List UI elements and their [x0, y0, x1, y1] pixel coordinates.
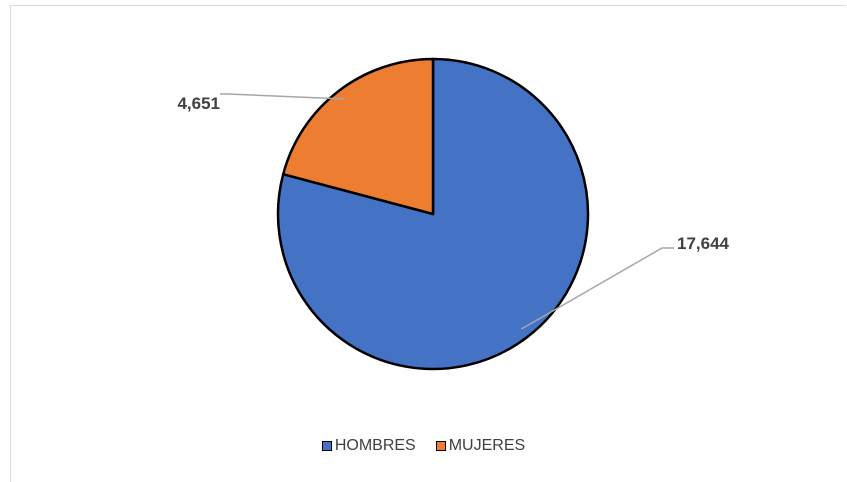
legend-swatch-mujeres [435, 441, 446, 451]
data-label-hombres: 17,644 [677, 234, 730, 253]
pie-slice-mujeres [281, 57, 435, 216]
legend-item-hombres: HOMBRES [321, 437, 416, 455]
legend-item-mujeres: MUJERES [435, 437, 526, 455]
leader-line-hombres [521, 247, 674, 330]
legend: HOMBRES MUJERES [0, 437, 847, 455]
legend-label-hombres: HOMBRES [334, 437, 416, 454]
legend-swatch-hombres [321, 441, 332, 451]
data-label-mujeres: 4,651 [177, 94, 220, 113]
pie-slice-hombres [276, 57, 590, 371]
leader-line-mujeres [220, 93, 345, 100]
chart-frame [10, 5, 846, 482]
legend-label-mujeres: MUJERES [448, 437, 526, 454]
